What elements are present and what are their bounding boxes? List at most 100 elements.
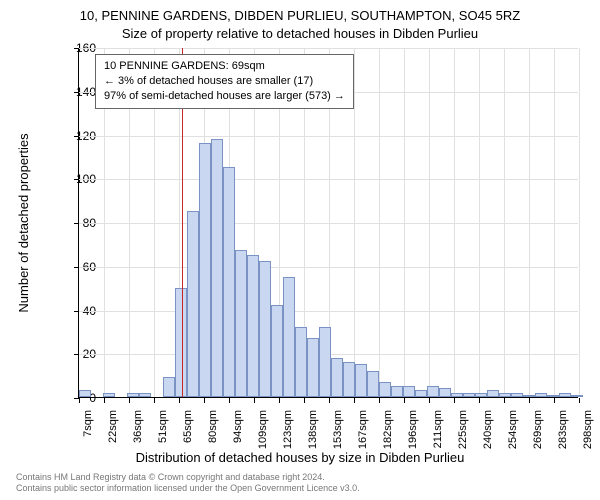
histogram-bar xyxy=(451,393,463,397)
histogram-bar xyxy=(523,395,535,397)
histogram-bar xyxy=(463,393,475,397)
x-tick-mark xyxy=(279,398,280,403)
summary-info-box: 10 PENNINE GARDENS: 69sqm ← 3% of detach… xyxy=(95,54,354,109)
x-tick-mark xyxy=(204,398,205,403)
gridline-v xyxy=(429,48,430,397)
footer-line-1: Contains HM Land Registry data © Crown c… xyxy=(16,472,360,483)
x-tick-label: 240sqm xyxy=(482,410,494,449)
x-tick-mark xyxy=(429,398,430,403)
x-tick-mark xyxy=(329,398,330,403)
histogram-bar xyxy=(379,382,391,397)
histogram-bar xyxy=(319,327,331,397)
x-tick-label: 182sqm xyxy=(382,410,394,449)
x-tick-label: 153sqm xyxy=(332,410,344,449)
histogram-bar xyxy=(211,139,223,397)
x-tick-label: 94sqm xyxy=(232,410,244,443)
gridline-v xyxy=(404,48,405,397)
gridline-v xyxy=(529,48,530,397)
gridline-v xyxy=(579,48,580,397)
histogram-bar xyxy=(367,371,379,397)
histogram-bar xyxy=(391,386,403,397)
chart-title-sub: Size of property relative to detached ho… xyxy=(0,26,600,41)
histogram-bar xyxy=(547,395,559,397)
histogram-bar xyxy=(187,211,199,397)
histogram-bar xyxy=(223,167,235,397)
gridline-v xyxy=(379,48,380,397)
histogram-bar xyxy=(487,390,499,397)
x-tick-label: 225sqm xyxy=(457,410,469,449)
x-tick-label: 269sqm xyxy=(532,410,544,449)
histogram-bar xyxy=(511,393,523,397)
histogram-bar xyxy=(475,393,487,397)
x-tick-mark xyxy=(479,398,480,403)
x-tick-mark xyxy=(129,398,130,403)
x-tick-mark xyxy=(179,398,180,403)
info-line-smaller: ← 3% of detached houses are smaller (17) xyxy=(104,74,345,89)
histogram-bar xyxy=(559,393,571,397)
chart-title-main: 10, PENNINE GARDENS, DIBDEN PURLIEU, SOU… xyxy=(0,8,600,23)
attribution-footer: Contains HM Land Registry data © Crown c… xyxy=(16,472,360,495)
x-tick-mark xyxy=(404,398,405,403)
x-tick-label: 254sqm xyxy=(507,410,519,449)
x-tick-mark xyxy=(254,398,255,403)
histogram-bar xyxy=(271,305,283,397)
x-tick-mark xyxy=(354,398,355,403)
gridline-v xyxy=(479,48,480,397)
x-tick-mark xyxy=(154,398,155,403)
histogram-bar xyxy=(535,393,547,397)
x-tick-mark xyxy=(579,398,580,403)
x-tick-label: 123sqm xyxy=(282,410,294,449)
x-tick-label: 7sqm xyxy=(82,410,94,437)
x-tick-label: 196sqm xyxy=(407,410,419,449)
gridline-v xyxy=(554,48,555,397)
histogram-bar xyxy=(403,386,415,397)
histogram-bar xyxy=(355,364,367,397)
x-tick-mark xyxy=(304,398,305,403)
histogram-bar xyxy=(283,277,295,397)
histogram-bar xyxy=(295,327,307,397)
x-tick-mark xyxy=(504,398,505,403)
histogram-bar xyxy=(79,390,91,397)
histogram-bar xyxy=(343,362,355,397)
histogram-bar xyxy=(139,393,151,397)
y-axis-label: Number of detached properties xyxy=(16,133,31,312)
gridline-v xyxy=(354,48,355,397)
histogram-bar xyxy=(499,393,511,397)
x-tick-label: 36sqm xyxy=(132,410,144,443)
histogram-bar xyxy=(163,377,175,397)
histogram-bar xyxy=(439,388,451,397)
x-axis-label: Distribution of detached houses by size … xyxy=(0,450,600,465)
x-tick-mark xyxy=(454,398,455,403)
histogram-bar xyxy=(307,338,319,397)
x-tick-mark xyxy=(554,398,555,403)
x-tick-label: 167sqm xyxy=(357,410,369,449)
x-tick-label: 65sqm xyxy=(182,410,194,443)
gridline-v xyxy=(454,48,455,397)
info-line-larger: 97% of semi-detached houses are larger (… xyxy=(104,89,345,104)
histogram-bar xyxy=(235,250,247,397)
x-tick-label: 283sqm xyxy=(557,410,569,449)
x-tick-label: 298sqm xyxy=(582,410,594,449)
histogram-bar xyxy=(199,143,211,397)
x-tick-label: 80sqm xyxy=(207,410,219,443)
x-tick-label: 51sqm xyxy=(157,410,169,443)
gridline-v xyxy=(504,48,505,397)
histogram-bar xyxy=(571,395,583,397)
x-tick-mark xyxy=(379,398,380,403)
footer-line-2: Contains public sector information licen… xyxy=(16,483,360,494)
x-tick-label: 22sqm xyxy=(107,410,119,443)
info-line-size: 10 PENNINE GARDENS: 69sqm xyxy=(104,59,345,74)
histogram-bar xyxy=(259,261,271,397)
histogram-bar xyxy=(103,393,115,397)
histogram-bar xyxy=(127,393,139,397)
x-tick-mark xyxy=(529,398,530,403)
x-tick-label: 211sqm xyxy=(432,410,444,448)
x-tick-mark xyxy=(229,398,230,403)
x-tick-mark xyxy=(104,398,105,403)
histogram-bar xyxy=(415,390,427,397)
x-tick-label: 109sqm xyxy=(257,410,269,449)
x-tick-label: 138sqm xyxy=(307,410,319,449)
histogram-bar xyxy=(427,386,439,397)
histogram-bar xyxy=(331,358,343,397)
histogram-bar xyxy=(247,255,259,397)
